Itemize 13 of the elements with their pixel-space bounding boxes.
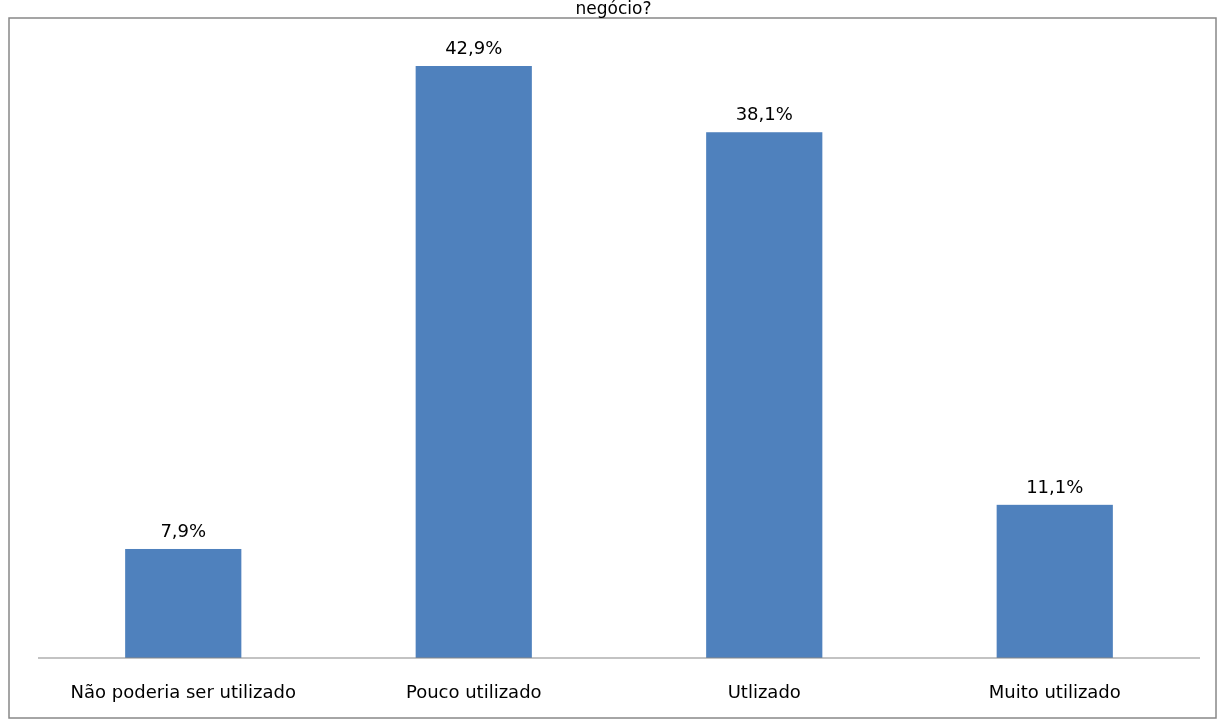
data-label: 38,1% xyxy=(735,103,793,125)
bar xyxy=(996,504,1113,658)
data-label: 7,9% xyxy=(160,519,207,541)
x-tick-label: Utlizado xyxy=(727,681,801,702)
data-label: 42,9% xyxy=(445,37,503,58)
bar xyxy=(415,66,532,658)
bar xyxy=(125,548,242,658)
chart-title: negócio? xyxy=(575,0,652,18)
x-tick-label: Muito utilizado xyxy=(988,681,1121,702)
x-tick-label: Pouco utilizado xyxy=(405,681,542,702)
bar xyxy=(706,132,823,658)
data-label: 11,1% xyxy=(1026,475,1084,497)
x-tick-label: Não poderia ser utilizado xyxy=(70,681,296,702)
